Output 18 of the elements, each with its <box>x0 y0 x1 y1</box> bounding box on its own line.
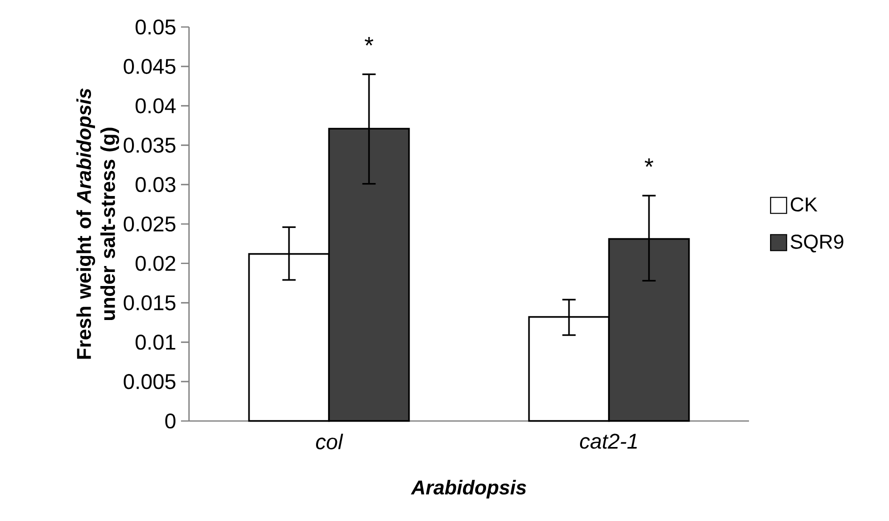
y-tick-label: 0.045 <box>124 58 176 74</box>
annotation: * <box>644 158 654 167</box>
y-tick-label: 0.015 <box>124 295 176 310</box>
y-tick-label: 0.025 <box>124 216 176 232</box>
y-tick-label: 0.04 <box>136 98 176 114</box>
annotation: * <box>364 37 374 46</box>
x-tick-label: col <box>316 434 344 450</box>
y-tick-label: 0.03 <box>136 177 176 192</box>
y-tick-label: 0.02 <box>136 256 176 271</box>
y-tick-label: 0.05 <box>136 19 176 35</box>
y-tick-label: 0 <box>165 413 176 429</box>
y-tick-label: 0.035 <box>124 138 176 153</box>
legend-label: CK <box>790 197 818 212</box>
x-tick-label: cat2-1 <box>580 434 637 449</box>
y-tick-label: 0.005 <box>124 374 176 390</box>
x-axis-title: Arabidopsis <box>410 480 526 498</box>
y-tick-label: 0.01 <box>136 334 176 350</box>
legend-label: SQR9 <box>790 234 844 252</box>
